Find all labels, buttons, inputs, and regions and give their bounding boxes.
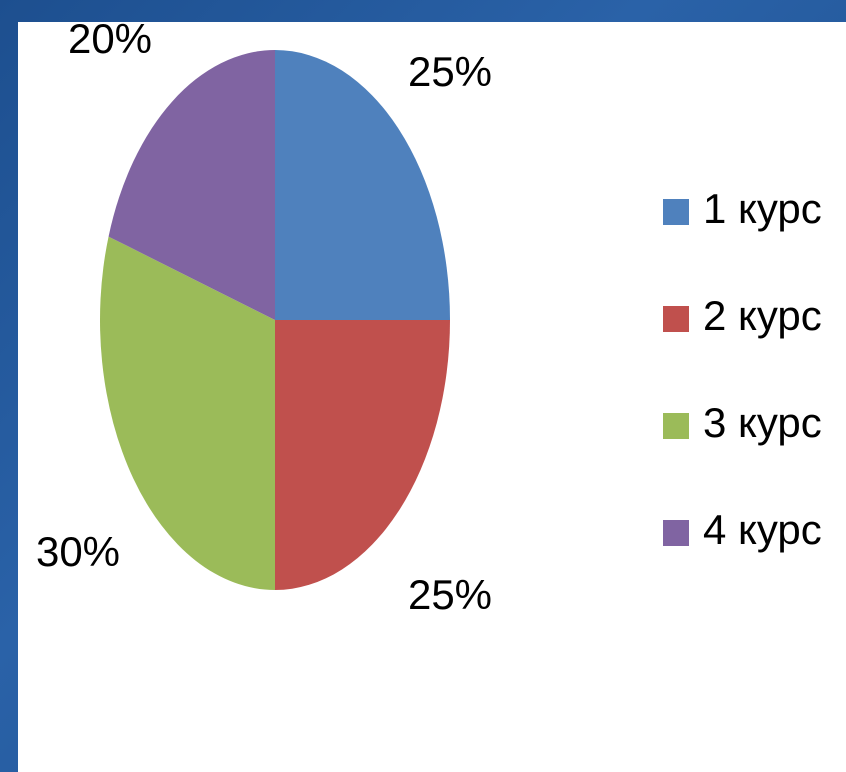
legend-swatch [663,199,689,225]
legend-swatch [663,306,689,332]
legend-label: 3 курс [703,399,822,446]
legend-label: 4 курс [703,506,822,553]
legend-swatch [663,413,689,439]
data-label: 20% [68,15,152,62]
pie-slice [275,320,450,590]
pie-slice [108,50,275,320]
legend-swatch [663,520,689,546]
legend-label: 2 курс [703,292,822,339]
data-label: 25% [408,48,492,95]
data-label: 30% [36,528,120,575]
pie-slice [275,50,450,320]
legend-label: 1 курс [703,185,822,232]
data-label: 25% [408,571,492,618]
pie-slice [99,236,276,590]
